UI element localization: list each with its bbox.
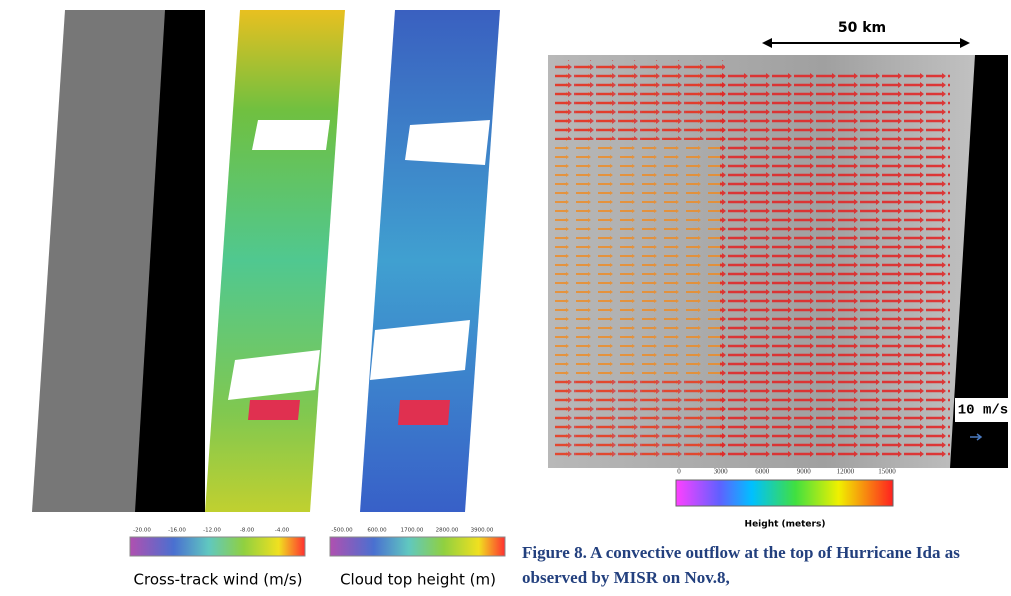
scale-label: 50 km	[838, 20, 886, 36]
colorbar-tick-label: 15000	[878, 468, 896, 476]
colorbar-tick-label: -16.00	[168, 528, 186, 534]
colorbar-tick-label: -4.00	[275, 528, 290, 534]
colorbar-tick-label: -8.00	[240, 528, 255, 534]
colorbar-tick-label: 3000	[714, 468, 729, 476]
satellite-strips	[32, 10, 500, 512]
colorbar	[329, 536, 506, 557]
colorbar-tick-label: 1700.00	[401, 528, 424, 534]
colorbar	[129, 536, 306, 557]
colorbar-label: Cross-track wind (m/s)	[134, 571, 303, 589]
colorbar-tick-label: 0	[677, 468, 681, 476]
colorbar	[675, 479, 894, 507]
colorbar-tick-label: -500.00	[331, 528, 353, 534]
caption: Figure 8. A convective outflow at the to…	[522, 543, 960, 587]
colorbar-tick-label: 9000	[797, 468, 812, 476]
colorbar-tick-label: 3900.00	[471, 528, 494, 534]
colorbar-label: Cloud top height (m)	[340, 571, 496, 589]
colorbar-title: Height (meters)	[745, 520, 826, 530]
colorbar-tick-label: 600.00	[367, 528, 387, 534]
colorbar-tick-label: 12000	[837, 468, 855, 476]
colorbar-tick-label: -12.00	[203, 528, 221, 534]
colorbar-tick-label: -20.00	[133, 528, 151, 534]
arrow-label: 10 m/s	[958, 403, 1008, 419]
colorbar-tick-label: 2800.00	[436, 528, 459, 534]
colorbar-tick-label: 6000	[755, 468, 770, 476]
